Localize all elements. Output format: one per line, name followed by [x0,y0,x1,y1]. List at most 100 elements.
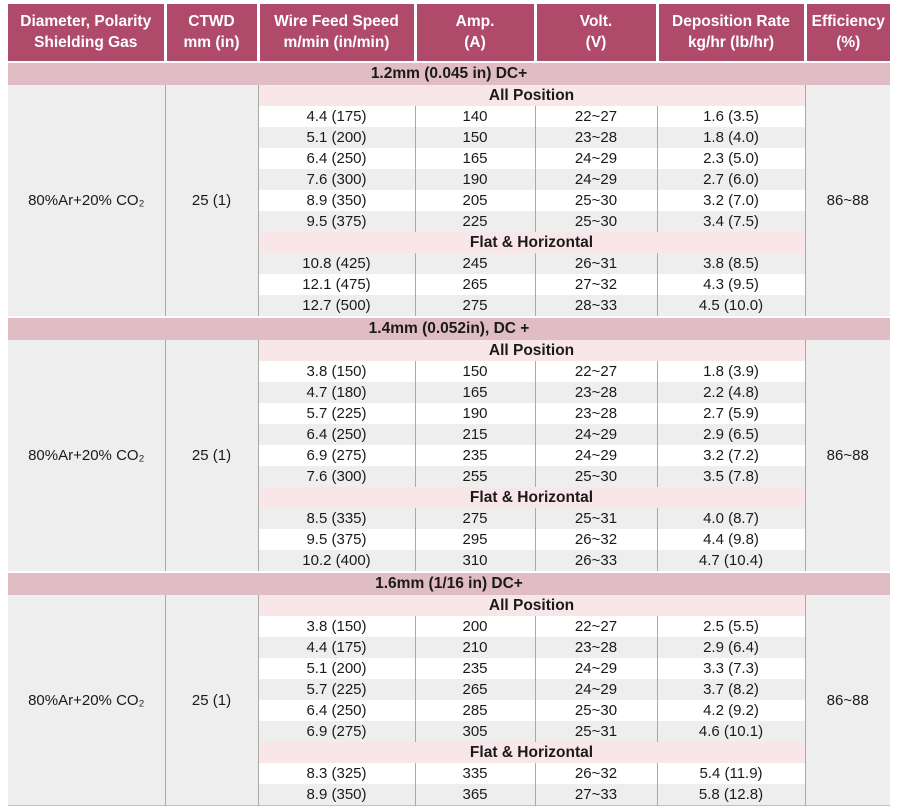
column-header-line: (V) [585,33,607,51]
wire-feed-speed-cell: 7.6 (300) [258,466,415,487]
wire-feed-speed-cell: 5.7 (225) [258,679,415,700]
deposition-rate-cell: 4.4 (9.8) [656,529,805,550]
volt-cell: 26~33 [534,550,657,572]
column-header-line: CTWD [188,13,235,31]
data-row: 4.4 (175) 210 23~28 2.9 (6.4) [8,637,890,658]
column-header-line: kg/hr (lb/hr) [687,33,775,51]
data-row: 6.9 (275) 305 25~31 4.6 (10.1) [8,721,890,742]
wire-feed-speed-cell: 5.1 (200) [258,127,415,148]
volt-cell: 26~31 [534,253,657,274]
column-header-diameter-shielding-gas: Diameter, Polarity Shielding Gas [8,4,165,62]
volt-cell: 24~29 [534,424,657,445]
column-header-amp: Amp. (A) [413,4,535,62]
column-header-line: (A) [464,33,486,51]
position-group-row: 80%Ar+20% CO₂ 25 (1) All Position 86~88 [8,595,890,806]
deposition-rate-cell: 2.5 (5.5) [656,616,805,637]
data-row: 12.1 (475) 265 27~32 4.3 (9.5) [8,274,890,295]
column-header-wire-feed-speed: Wire Feed Speed m/min (in/min) [256,4,415,62]
amp-cell: 150 [414,127,535,148]
amp-cell: 335 [414,763,535,784]
amp-cell: 140 [414,106,535,127]
data-row: 4.4 (175) 140 22~27 1.6 (3.5) [8,106,890,127]
volt-cell: 22~27 [534,616,657,637]
amp-cell: 165 [414,148,535,169]
section-row: 1.2mm (0.045 in) DC+ [8,61,890,85]
data-row: 5.1 (200) 235 24~29 3.3 (7.3) [8,658,890,679]
deposition-rate-cell: 3.5 (7.8) [656,466,805,487]
deposition-rate-cell: 2.2 (4.8) [656,382,805,403]
wire-feed-speed-cell: 5.1 (200) [306,660,367,677]
data-row: 9.5 (375) 225 25~30 3.4 (7.5) [8,211,890,232]
wire-feed-speed-cell: 9.5 (375) [258,211,415,232]
amp-cell: 295 [414,529,535,550]
column-header-line: Deposition Rate [672,13,790,31]
data-row: 8.9 (350) 205 25~30 3.2 (7.0) [8,190,890,211]
deposition-rate-cell: 3.2 (7.0) [656,190,805,211]
deposition-rate-cell: 3.7 (8.2) [656,679,805,700]
volt-cell: 26~32 [534,763,657,784]
wire-feed-speed-cell: 8.3 (325) [306,765,367,782]
amp-cell: 150 [414,361,535,382]
wire-feed-speed-cell: 10.8 (425) [258,253,415,274]
data-row: 12.7 (500) 275 28~33 4.5 (10.0) [8,295,890,317]
deposition-rate-cell: 3.3 (7.3) [656,658,805,679]
volt-cell: 24~29 [534,658,657,679]
wire-feed-speed-cell: 3.8 (150) [306,363,367,380]
volt-cell: 25~30 [534,466,657,487]
volt-cell: 28~33 [534,295,657,317]
volt-cell: 24~29 [534,445,657,466]
data-row: 6.4 (250) 165 24~29 2.3 (5.0) [8,148,890,169]
column-header-line: m/min (in/min) [283,33,390,51]
data-row: 6.4 (250) 215 24~29 2.9 (6.5) [8,424,890,445]
amp-cell: 225 [414,211,535,232]
wire-feed-speed-cell: 4.4 (175) [258,637,415,658]
ctwd-cell: 25 (1) [164,85,259,317]
position-band: All Position [258,85,805,106]
shielding-gas-cell: 80%Ar+20% CO₂ [8,595,165,806]
data-row: 9.5 (375) 295 26~32 4.4 (9.8) [8,529,890,550]
position-group-row: Flat & Horizontal [8,487,890,508]
volt-cell: 24~29 [534,148,657,169]
data-row: 5.7 (225) 265 24~29 3.7 (8.2) [8,679,890,700]
wire-feed-speed-cell: 5.7 (225) [306,405,367,422]
amp-cell: 210 [414,637,535,658]
amp-cell: 205 [414,190,535,211]
amp-cell: 190 [414,169,535,190]
position-band: Flat & Horizontal [258,232,805,253]
data-row: 8.3 (325) 335 26~32 5.4 (11.9) [8,763,890,784]
column-header-deposition-rate: Deposition Rate kg/hr (lb/hr) [655,4,805,62]
data-row: 3.8 (150) 150 22~27 1.8 (3.9) [8,361,890,382]
welding-parameters-table-wrap: Diameter, Polarity Shielding Gas CTWD mm… [8,4,890,806]
wire-feed-speed-cell: 6.4 (250) [306,702,367,719]
volt-cell: 26~32 [534,529,657,550]
deposition-rate-cell: 4.7 (10.4) [656,550,805,572]
amp-cell: 200 [414,616,535,637]
volt-cell: 25~31 [534,721,657,742]
data-row: 7.6 (300) 190 24~29 2.7 (6.0) [8,169,890,190]
position-group-row: Flat & Horizontal [8,742,890,763]
volt-cell: 23~28 [534,382,657,403]
column-header-line: Amp. [455,13,495,31]
amp-cell: 275 [414,295,535,317]
volt-cell: 25~30 [534,700,657,721]
amp-cell: 305 [414,721,535,742]
volt-cell: 22~27 [534,106,657,127]
volt-cell: 25~31 [534,508,657,529]
section-row: 1.6mm (1/16 in) DC+ [8,571,890,595]
section-row: 1.4mm (0.052in), DC + [8,316,890,340]
data-row: 8.5 (335) 275 25~31 4.0 (8.7) [8,508,890,529]
section-title: 1.2mm (0.045 in) DC+ [8,61,890,85]
wire-feed-speed-cell: 6.4 (250) [258,424,415,445]
ctwd-cell: 25 (1) [164,340,259,572]
position-band: All Position [258,340,805,361]
column-header-line: Volt. [579,13,613,31]
deposition-rate-cell: 2.9 (6.4) [656,637,805,658]
column-header-line: Wire Feed Speed [274,13,399,31]
wire-feed-speed-cell: 3.8 (150) [306,618,367,635]
position-group-row: Flat & Horizontal [8,232,890,253]
position-band: All Position [258,595,805,616]
deposition-rate-cell: 4.5 (10.0) [656,295,805,317]
efficiency-cell: 86~88 [804,85,890,317]
column-header-line: mm (in) [183,33,240,51]
deposition-rate-cell: 1.6 (3.5) [656,106,805,127]
